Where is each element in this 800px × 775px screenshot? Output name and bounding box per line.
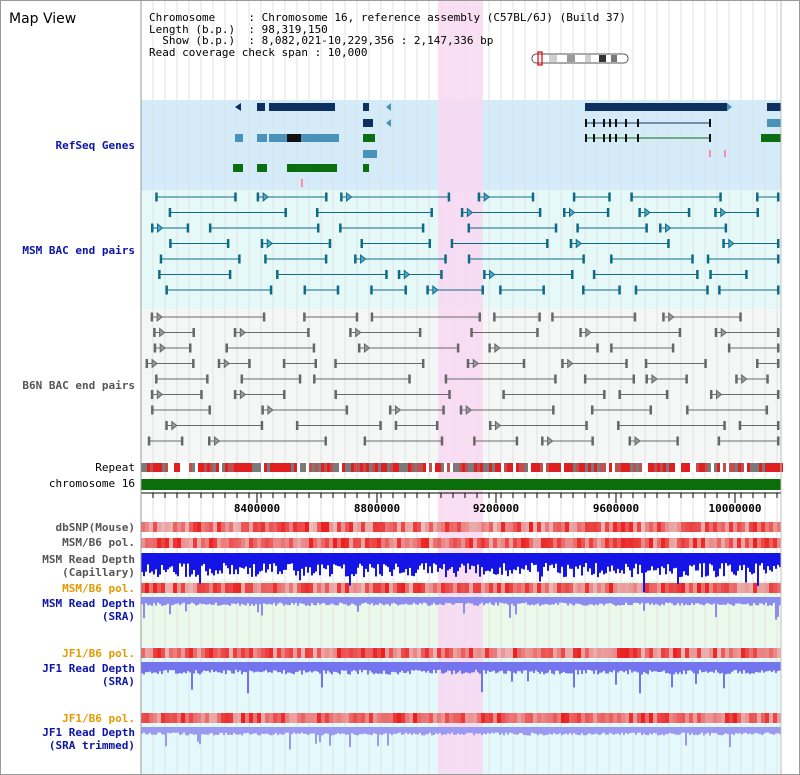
b6n-bac-end-pairs [145, 311, 780, 447]
axis-tick-label: 10000000 [709, 502, 762, 515]
info-line: Chromosome : Chromosome 16, reference as… [149, 11, 626, 24]
track-label-jf1-depth-sra-sub: (SRA) [101, 675, 135, 688]
page-title: Map View [9, 11, 77, 27]
axis-tick-label: 8800000 [354, 502, 400, 515]
track-label-msm-depth-sra[interactable]: MSM Read Depth [42, 597, 135, 610]
info-line: Length (b.p.) : 98,319,150 [149, 22, 328, 36]
track-label-msm-depth-sra-sub: (SRA) [101, 610, 135, 623]
axis-tick-label: 9600000 [593, 502, 639, 515]
track-label-jf1-depth-sra[interactable]: JF1 Read Depth [42, 662, 135, 675]
track-label-msm-b6-pol-2[interactable]: MSM/B6 pol. [62, 582, 135, 595]
read-depth-tracks [141, 553, 781, 750]
info-line: Show (b.p.) : 8,082,021-10,229,356 : 2,1… [149, 34, 494, 47]
info-line: Read coverage check span : 10,000 [149, 45, 368, 59]
msm-bac-end-pairs [151, 191, 780, 296]
chromosome-ideogram [531, 51, 629, 66]
track-label-refseq-genes[interactable]: RefSeq Genes [55, 139, 135, 152]
track-label-jf1-b6-pol[interactable]: JF1/B6 pol. [62, 647, 135, 660]
track-label-msm-bac[interactable]: MSM BAC end pairs [22, 244, 135, 257]
track-label-jf1-depth-trimmed[interactable]: JF1 Read Depth [42, 726, 135, 739]
track-label-jf1-b6-pol-2[interactable]: JF1/B6 pol. [62, 712, 135, 725]
track-label-dbsnp[interactable]: dbSNP(Mouse) [55, 521, 135, 534]
refseq-gene-features [233, 103, 781, 187]
polymorphism-strips [141, 522, 781, 723]
track-label-b6n-bac[interactable]: B6N BAC end pairs [22, 379, 135, 392]
position-axis: 8400000 8800000 9200000 9600000 10000000 [140, 492, 781, 515]
axis-tick-label: 9200000 [473, 502, 519, 515]
track-label-msm-b6-pol[interactable]: MSM/B6 pol. [62, 536, 135, 549]
chromosome-16-bar [141, 479, 781, 490]
refseq-exon-ticks [585, 119, 711, 142]
chromosome-info: Chromosome : Chromosome 16, reference as… [149, 12, 626, 58]
axis-tick-label: 8400000 [234, 502, 280, 515]
track-label-msm-depth-capillary-sub: (Capillary) [62, 566, 135, 579]
track-label-jf1-depth-trimmed-sub: (SRA trimmed) [48, 739, 135, 752]
track-label-msm-depth-capillary[interactable]: MSM Read Depth [42, 553, 135, 566]
highlight-region [438, 1, 483, 774]
repeat-track [141, 463, 783, 472]
track-label-chromosome: chromosome 16 [48, 477, 135, 490]
track-label-repeat: Repeat [95, 461, 135, 474]
